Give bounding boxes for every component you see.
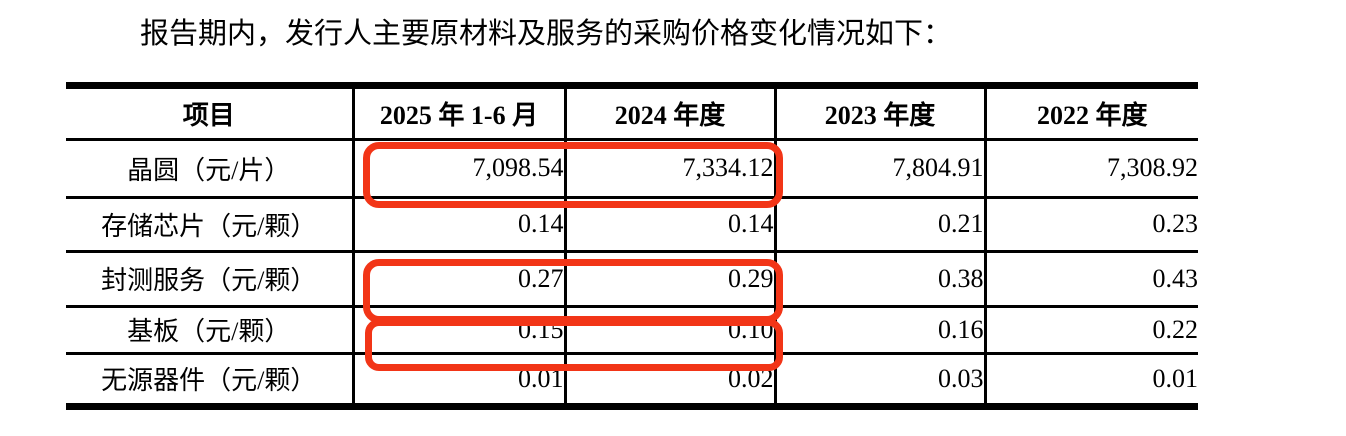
row-memory-chip: 存储芯片（元/颗） 0.14 0.14 0.21 0.23: [66, 197, 1198, 253]
cell-value: 0.14: [563, 197, 775, 253]
cell-value: 0.21: [773, 197, 985, 253]
cell-value: 0.03: [773, 353, 985, 403]
row-passive-components: 无源器件（元/颗） 0.01 0.02 0.03 0.01: [66, 353, 1198, 403]
cell-value: 0.16: [773, 306, 985, 355]
intro-paragraph: 报告期内，发行人主要原材料及服务的采购价格变化情况如下：: [140, 18, 953, 50]
cell-value: 0.38: [773, 251, 985, 308]
row-label: 封测服务（元/颗）: [66, 251, 353, 308]
row-assembly-test-service: 封测服务（元/颗） 0.27 0.29 0.38 0.43: [66, 251, 1198, 308]
row-substrate: 基板（元/颗） 0.15 0.10 0.16 0.22: [66, 306, 1198, 355]
cell-value: 0.22: [983, 306, 1198, 355]
price-table-grid: 项目 2025 年 1-6 月 2024 年度 2023 年度 2022 年度 …: [66, 89, 1198, 403]
row-label: 晶圆（元/片）: [66, 139, 353, 199]
row-wafer: 晶圆（元/片） 7,098.54 7,334.12 7,804.91 7,308…: [66, 139, 1198, 199]
row-label: 基板（元/颗）: [66, 306, 353, 355]
table-header-row: 项目 2025 年 1-6 月 2024 年度 2023 年度 2022 年度: [66, 89, 1198, 141]
cell-value: 7,098.54: [351, 139, 565, 199]
cell-value: 0.01: [351, 353, 565, 403]
row-label: 无源器件（元/颗）: [101, 366, 317, 396]
cell-value: 7,308.92: [983, 139, 1198, 199]
cell-value: 0.29: [563, 251, 775, 308]
col-header-item: 项目: [66, 89, 353, 141]
row-label: 存储芯片（元/颗）: [66, 197, 353, 253]
cell-value: 0.02: [563, 353, 775, 403]
table-top-rule: [66, 82, 1198, 89]
cell-value: 0.10: [563, 306, 775, 355]
cell-value: 7,334.12: [563, 139, 775, 199]
cell-value: 0.14: [351, 197, 565, 253]
table-bottom-rule: [66, 403, 1198, 410]
col-header-2025h1: 2025 年 1-6 月: [351, 89, 565, 141]
price-table: 项目 2025 年 1-6 月 2024 年度 2023 年度 2022 年度 …: [66, 82, 1198, 410]
cell-value: 0.23: [983, 197, 1198, 253]
cell-value: 0.43: [983, 251, 1198, 308]
cell-value: 7,804.91: [773, 139, 985, 199]
cell-value: 0.15: [351, 306, 565, 355]
cell-value: 0.27: [351, 251, 565, 308]
col-header-2024: 2024 年度: [563, 89, 775, 141]
col-header-2022: 2022 年度: [983, 89, 1198, 141]
col-header-2023: 2023 年度: [773, 89, 985, 141]
cell-value: 0.01: [983, 353, 1198, 403]
